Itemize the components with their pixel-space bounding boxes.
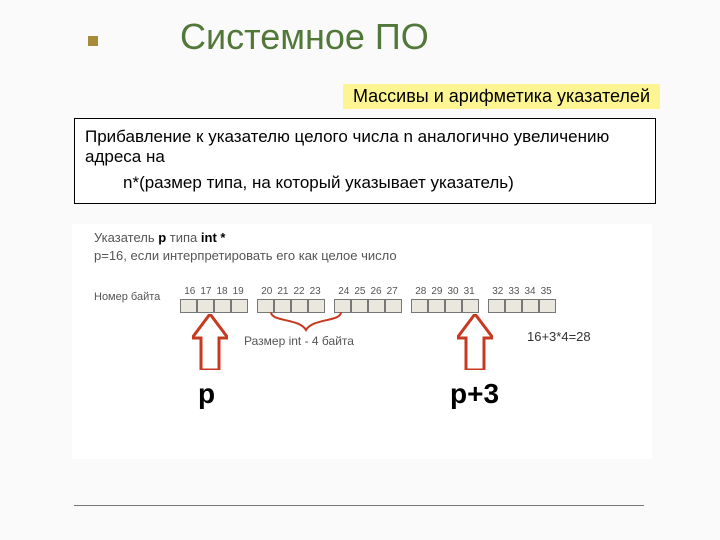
byte-number: 32 (492, 286, 503, 297)
size-brace (269, 310, 343, 332)
byte-number: 34 (525, 286, 536, 297)
byte-number: 25 (354, 286, 365, 297)
byte-number: 23 (310, 286, 321, 297)
size-label: Размер int - 4 байта (244, 334, 354, 348)
byte-number: 33 (508, 286, 519, 297)
byte-number: 29 (431, 286, 442, 297)
calculation: 16+3*4=28 (527, 329, 591, 344)
pointer-diagram: Указатель p типа int * p=16, если интерп… (72, 224, 652, 459)
byte-number: 28 (415, 286, 426, 297)
byte-cell (214, 299, 231, 313)
byte-number: 17 (200, 286, 211, 297)
byte-number: 27 (387, 286, 398, 297)
byte-cell (368, 299, 385, 313)
arrow-p3 (457, 314, 493, 370)
byte-number: 21 (277, 286, 288, 297)
byte-group: 24 25 26 27 (334, 286, 402, 313)
byte-cell (539, 299, 556, 313)
byte-cell (411, 299, 428, 313)
diagram-heading: Указатель p типа int * (94, 230, 225, 245)
byte-number: 22 (294, 286, 305, 297)
byte-row: 16 17 18 19 20 21 22 23 24 25 26 27 28 29 30 31 32 33 34 35 (180, 286, 556, 313)
byte-number: 30 (448, 286, 459, 297)
byte-group: 20 21 22 23 (257, 286, 325, 313)
byte-number: 35 (541, 286, 552, 297)
explanation-formula: n*(размер типа, на который указывает ука… (123, 173, 645, 193)
pointer-p-label: p (198, 378, 215, 410)
byte-cell (351, 299, 368, 313)
arrow-p (192, 314, 228, 370)
byte-group: 28 29 30 31 (411, 286, 479, 313)
byte-number: 24 (338, 286, 349, 297)
byte-cell (180, 299, 197, 313)
byte-group: 16 17 18 19 (180, 286, 248, 313)
byte-cell (505, 299, 522, 313)
byte-cell (462, 299, 479, 313)
pointer-p3-label: p+3 (450, 378, 499, 410)
byte-cell (488, 299, 505, 313)
footer-line (74, 505, 644, 506)
byte-number: 19 (233, 286, 244, 297)
byte-cell (231, 299, 248, 313)
byte-cell (522, 299, 539, 313)
byte-cell (428, 299, 445, 313)
diagram-subheading: p=16, если интерпретировать его как цело… (94, 248, 397, 263)
byte-number-label: Номер байта (94, 291, 160, 303)
byte-number: 26 (371, 286, 382, 297)
byte-group: 32 33 34 35 (488, 286, 556, 313)
explanation-line1: Прибавление к указателю целого числа n а… (85, 127, 645, 167)
byte-cell (385, 299, 402, 313)
slide-title: Системное ПО (180, 16, 429, 58)
byte-number: 16 (184, 286, 195, 297)
byte-number: 20 (261, 286, 272, 297)
byte-cell (197, 299, 214, 313)
explanation-box: Прибавление к указателю целого числа n а… (74, 118, 656, 204)
byte-number: 18 (217, 286, 228, 297)
byte-number: 31 (464, 286, 475, 297)
title-bullet (88, 36, 98, 46)
byte-cell (445, 299, 462, 313)
slide-subtitle: Массивы и арифметика указателей (343, 84, 660, 109)
